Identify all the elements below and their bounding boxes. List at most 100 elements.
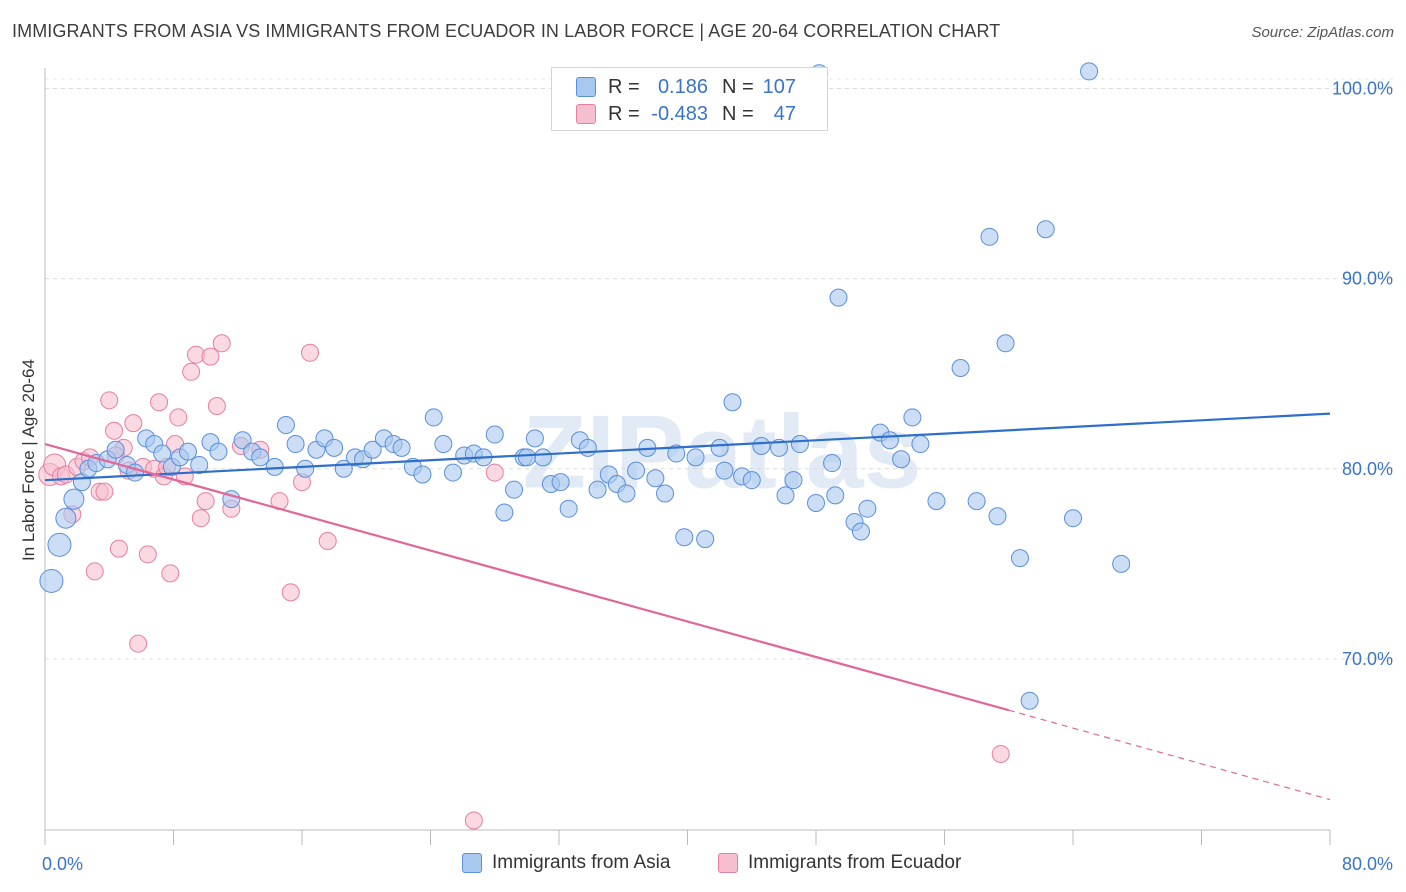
point-ecuador	[138, 545, 157, 564]
legend-item-ecuador[interactable]: Immigrants from Ecuador	[718, 852, 961, 874]
point-asia	[742, 471, 761, 490]
point-asia	[551, 473, 570, 492]
point-ecuador	[85, 562, 104, 581]
point-asia	[752, 436, 771, 455]
point-asia	[1080, 62, 1099, 81]
point-ecuador	[182, 362, 201, 381]
x-tick-label: 80.0%	[1342, 854, 1393, 874]
n-value: 47	[773, 102, 796, 125]
point-ecuador	[301, 343, 320, 362]
y-tick-label: 70.0%	[1342, 649, 1393, 669]
point-asia	[392, 438, 411, 457]
point-asia	[209, 442, 228, 461]
point-ecuador	[95, 482, 114, 501]
point-asia	[265, 457, 284, 476]
point-asia	[578, 438, 597, 457]
n-label: N =	[722, 102, 754, 125]
point-asia	[434, 435, 453, 454]
point-asia	[517, 448, 536, 467]
point-asia	[951, 359, 970, 377]
point-ecuador	[318, 532, 337, 551]
point-asia	[190, 455, 209, 474]
point-asia	[286, 435, 305, 454]
point-ecuador	[124, 414, 143, 433]
y-tick-label: 90.0%	[1342, 269, 1393, 289]
point-asia	[911, 435, 930, 454]
point-asia	[251, 448, 270, 467]
chart-source: Source: ZipAtlas.com	[1251, 24, 1394, 41]
series-ecuador	[38, 334, 1010, 830]
point-asia	[1064, 509, 1082, 528]
point-ecuador	[207, 397, 226, 416]
legend-label-ecuador: Immigrants from Ecuador	[748, 852, 962, 873]
point-asia	[424, 408, 443, 427]
point-asia	[505, 480, 524, 499]
point-asia	[106, 440, 125, 459]
point-asia	[880, 431, 899, 450]
stats-legend: R = 0.186 N = 107 R = -0.483 N = 47	[551, 67, 828, 131]
n-value: 107	[762, 75, 796, 98]
point-ecuador	[169, 408, 188, 427]
point-asia	[667, 444, 686, 463]
point-asia	[1112, 554, 1131, 573]
point-asia	[988, 507, 1007, 526]
point-asia	[627, 461, 646, 480]
point-asia	[927, 492, 946, 511]
chart-title: IMMIGRANTS FROM ASIA VS IMMIGRANTS FROM …	[12, 21, 1001, 41]
point-asia	[47, 532, 72, 557]
point-ecuador	[150, 393, 169, 412]
trend-lines	[44, 412, 1331, 801]
tick-labels: 70.0% 80.0% 90.0% 100.0% 0.0% 80.0%	[42, 79, 1393, 874]
point-asia	[829, 288, 848, 307]
point-ecuador	[464, 811, 483, 830]
point-asia	[823, 454, 842, 473]
point-asia	[656, 484, 675, 503]
point-asia	[675, 528, 694, 547]
point-ecuador	[212, 334, 231, 353]
legend-item-asia[interactable]: Immigrants from Asia	[462, 852, 670, 874]
point-asia	[178, 442, 197, 461]
point-asia	[495, 503, 514, 522]
point-ecuador	[100, 391, 119, 410]
point-asia	[39, 568, 64, 593]
ecuador-legend-swatch	[718, 853, 738, 873]
point-asia	[296, 459, 315, 478]
asia-legend-swatch	[462, 853, 482, 873]
ecuador-swatch	[576, 104, 596, 124]
point-asia	[413, 465, 432, 484]
point-asia	[443, 463, 462, 482]
point-asia	[996, 334, 1015, 353]
trend-line-ecuador-extension	[1008, 709, 1331, 801]
point-asia	[485, 425, 504, 444]
point-asia	[807, 493, 825, 512]
point-asia	[588, 480, 607, 499]
point-asia	[715, 461, 734, 480]
r-label: R =	[608, 75, 640, 98]
point-asia	[851, 522, 870, 541]
trend-line-ecuador	[44, 442, 1010, 712]
trend-line-asia	[44, 412, 1331, 482]
y-axis-label: In Labor Force | Age 20-64	[19, 359, 38, 561]
point-ecuador	[191, 509, 210, 528]
point-asia	[790, 435, 809, 454]
point-asia	[892, 450, 911, 469]
point-asia	[770, 438, 789, 457]
point-asia	[559, 499, 578, 518]
point-asia	[525, 429, 544, 448]
point-asia	[784, 471, 803, 490]
legend-row-ecuador: R = -0.483 N = 47	[576, 101, 796, 127]
point-ecuador	[109, 539, 128, 558]
point-asia	[696, 530, 715, 549]
r-label: R =	[608, 102, 640, 125]
legend-row-asia: R = 0.186 N = 107	[576, 74, 796, 100]
series-legend: Immigrants from Asia Immigrants from Ecu…	[0, 852, 1406, 876]
grid-lines	[45, 78, 1395, 660]
point-ecuador	[129, 634, 148, 653]
point-asia	[533, 448, 552, 467]
point-asia	[826, 486, 845, 505]
point-asia	[363, 440, 382, 459]
y-tick-label: 80.0%	[1342, 459, 1393, 479]
point-asia	[646, 469, 665, 488]
point-asia	[723, 393, 742, 412]
